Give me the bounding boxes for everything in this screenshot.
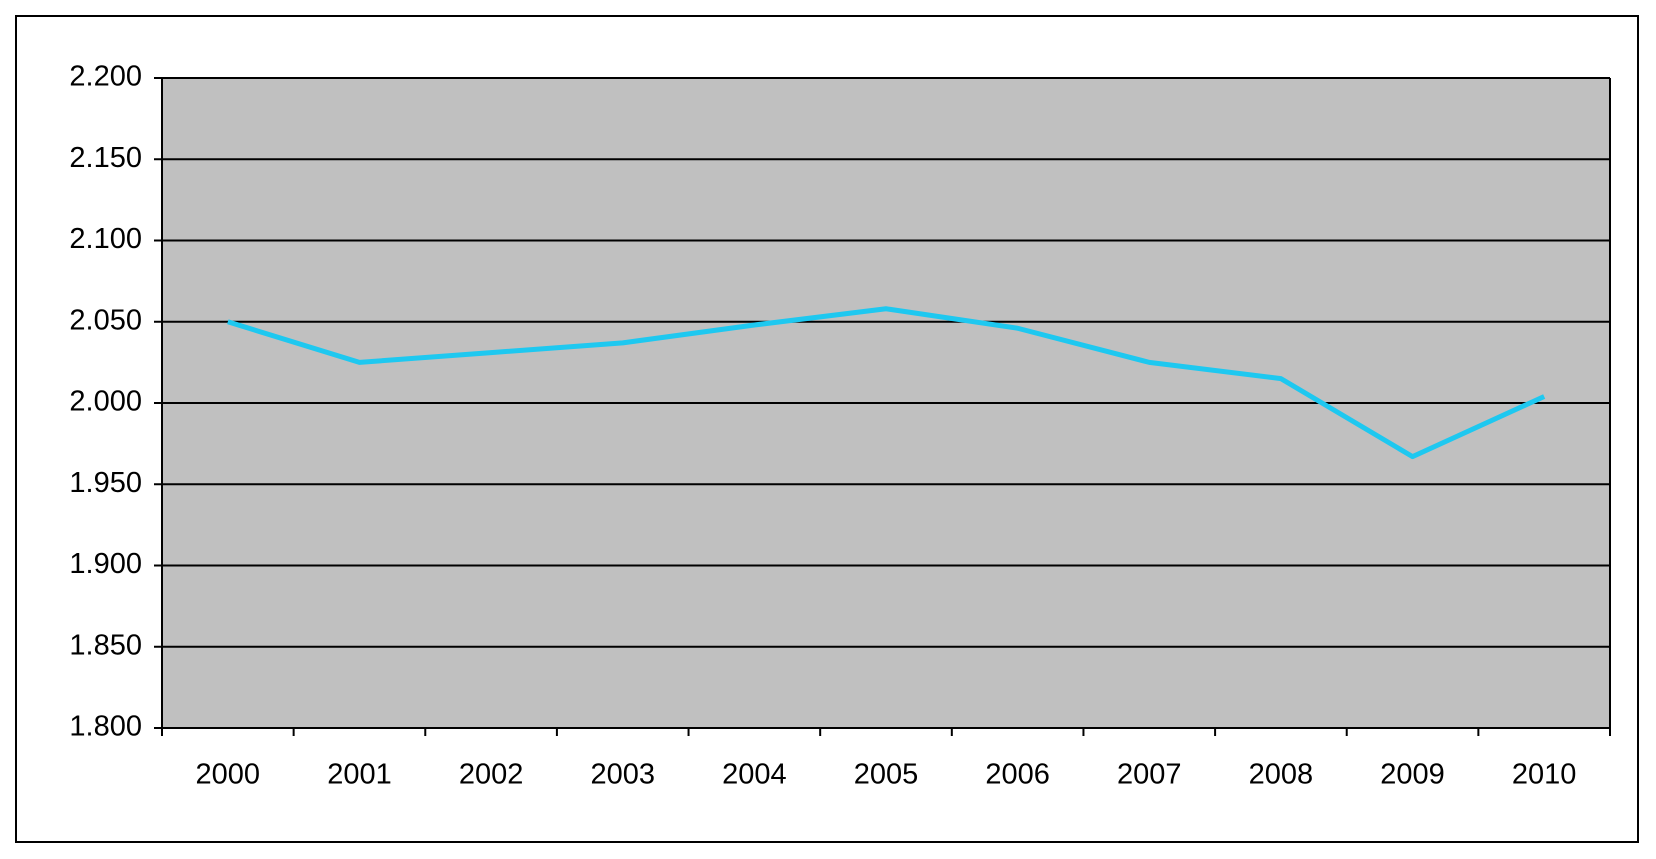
x-tick-label: 2000 bbox=[196, 759, 261, 791]
y-tick-label: 2.050 bbox=[69, 304, 142, 336]
x-tick-label: 2008 bbox=[1249, 759, 1314, 791]
x-tick-label: 2009 bbox=[1380, 759, 1445, 791]
x-tick-label: 2005 bbox=[854, 759, 919, 791]
y-tick-label: 1.800 bbox=[69, 711, 142, 743]
data-line bbox=[227, 306, 1546, 460]
y-tick-label: 2.200 bbox=[69, 61, 142, 93]
x-tick-label: 2004 bbox=[722, 759, 787, 791]
y-tick-label: 2.150 bbox=[69, 142, 142, 174]
x-tick-label: 2007 bbox=[1117, 759, 1182, 791]
x-tick-label: 2001 bbox=[327, 759, 392, 791]
x-tick-label: 2010 bbox=[1512, 759, 1577, 791]
y-tick-label: 1.850 bbox=[69, 629, 142, 661]
x-tick-label: 2006 bbox=[985, 759, 1050, 791]
x-tick-label: 2002 bbox=[459, 759, 524, 791]
y-tick-label: 1.950 bbox=[69, 467, 142, 499]
x-tick-label: 2003 bbox=[590, 759, 655, 791]
y-tick-label: 2.000 bbox=[69, 386, 142, 418]
y-tick-label: 1.900 bbox=[69, 548, 142, 580]
y-tick-label: 2.100 bbox=[69, 223, 142, 255]
